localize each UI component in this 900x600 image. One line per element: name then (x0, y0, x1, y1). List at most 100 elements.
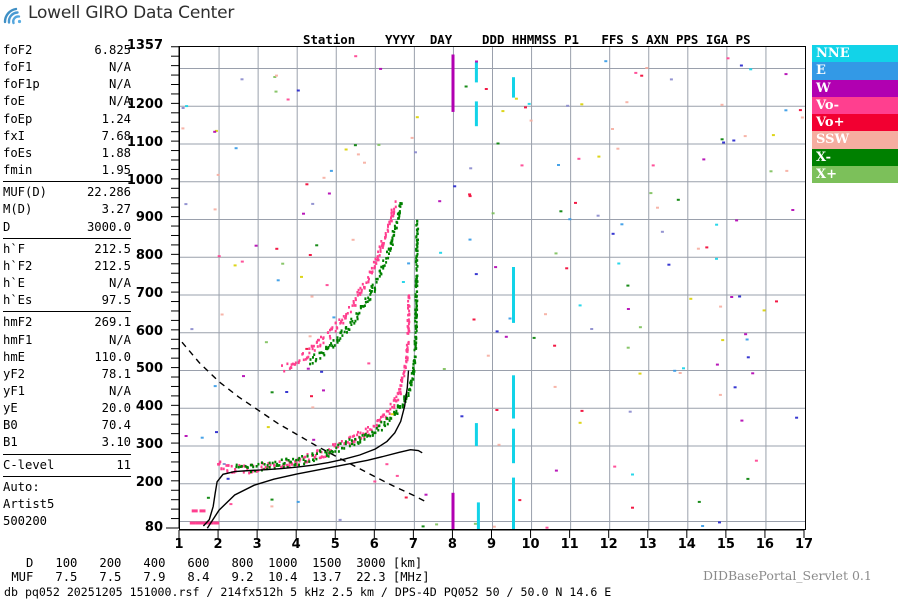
y-tick-80: 80 (144, 520, 163, 535)
param-value: 6.825 (94, 43, 131, 57)
param-value: 212.5 (94, 258, 131, 273)
auto-program: Artist5 (3, 496, 55, 511)
series-o-trace-second-hop-vo- (281, 200, 397, 373)
param-row-yE: yE 20.0 (3, 400, 131, 417)
param-value: 11 (116, 457, 131, 472)
param-value: 269.1 (94, 315, 131, 330)
x-tick-10: 10 (521, 537, 540, 552)
y-tick-1100: 1100 (126, 135, 163, 150)
param-value: 20.0 (101, 401, 131, 416)
legend-item-nne[interactable]: NNE (812, 45, 898, 63)
param-key: foF2 (3, 43, 33, 57)
overlay-muf-3000-dashed-curve (181, 341, 427, 503)
series-x-trace-second-hop-x- (309, 202, 403, 366)
legend-item-ssw[interactable]: SSW (812, 131, 898, 149)
param-value: N/A (108, 94, 131, 109)
param-group-divider (3, 181, 131, 183)
x-tick-7: 7 (408, 537, 418, 552)
param-key: h`F2 (3, 258, 33, 273)
param-value: 97.5 (101, 293, 131, 308)
background-noise (181, 55, 804, 529)
param-key: foEp (3, 111, 33, 126)
station-header-columns: Station YYYY DAY DDD HHMMSS P1 FFS S AXN… (303, 32, 751, 47)
param-key: B1 (3, 435, 18, 450)
param-value: N/A (108, 383, 131, 398)
param-key: MUF(D) (3, 185, 48, 200)
x-tick-14: 14 (677, 537, 696, 552)
param-row-fxI: fxI 7.68 (3, 128, 131, 145)
x-tick-2: 2 (213, 537, 223, 552)
y-tick-1357: 1357 (126, 38, 163, 53)
param-row-hE: h`E N/A (3, 275, 131, 292)
param-row-hmF2: hmF2 269.1 (3, 314, 131, 331)
legend-item-e[interactable]: E (812, 62, 898, 80)
param-value: 3.27 (101, 202, 131, 217)
param-row-MUFD: MUF(D) 22.286 (3, 184, 131, 201)
y-tick-800: 800 (135, 248, 163, 264)
x-tick-13: 13 (638, 537, 657, 552)
muf-table: D 100 200 400 600 800 1000 1500 3000 [km… (4, 556, 429, 584)
legend-item-x[interactable]: X- (812, 148, 898, 167)
series-x-trace-f-layer-x- (235, 219, 420, 474)
x-tick-6: 6 (369, 537, 379, 552)
y-axis-tick-marks (166, 46, 180, 529)
series-interference-spikes-nne- (474, 62, 515, 529)
y-tick-600: 600 (135, 323, 163, 339)
x-tick-17: 17 (794, 537, 814, 552)
mode-legend[interactable]: NNE E W Vo- Vo+ SSW X- X+ (812, 45, 898, 184)
param-key: C-level (3, 457, 55, 472)
param-key: fmin (3, 163, 33, 178)
param-value: 70.4 (101, 418, 131, 433)
y-tick-1200: 1200 (126, 97, 163, 113)
param-key: h`F (3, 241, 26, 256)
param-row-yF1: yF1 N/A (3, 383, 131, 400)
param-key: foEs (3, 145, 33, 160)
legend-item-vo[interactable]: Vo- (812, 96, 898, 115)
y-tick-400: 400 (135, 399, 163, 415)
y-tick-900: 900 (135, 210, 163, 226)
param-row-foF1p: foF1p N/A (3, 76, 131, 93)
x-tick-9: 9 (486, 537, 497, 552)
param-value: 78.1 (101, 366, 131, 381)
param-key: D (3, 219, 11, 234)
param-group-divider (3, 453, 131, 455)
param-row-B0: B0 70.4 (3, 417, 131, 434)
y-tick-500: 500 (135, 361, 163, 377)
param-value: 110.0 (94, 349, 131, 364)
param-key: hmF1 (3, 332, 33, 347)
series-o-trace-f-layer-vo- (217, 294, 411, 475)
param-value: 3.10 (101, 435, 131, 450)
param-row-fmin: fmin 1.95 (3, 162, 131, 179)
param-value: 1.88 (101, 145, 131, 160)
param-key: B0 (3, 418, 18, 433)
param-value: 1.24 (101, 111, 131, 126)
param-key: M(D) (3, 202, 33, 217)
x-tick-15: 15 (716, 537, 735, 552)
auto-scaler-block: Auto: Artist5 500200 (3, 479, 131, 530)
x-tick-12: 12 (599, 537, 618, 552)
param-row-foF2: foF2 6.825 (3, 42, 131, 59)
param-key: h`E (3, 276, 26, 291)
param-key: yF1 (3, 383, 26, 398)
param-value: N/A (108, 60, 131, 75)
x-tick-4: 4 (291, 537, 301, 552)
param-group-divider (3, 311, 131, 313)
x-tick-5: 5 (330, 537, 340, 552)
x-tick-8: 8 (447, 537, 457, 552)
auto-code: 500200 (3, 514, 48, 529)
param-value: 22.286 (86, 185, 131, 200)
giro-wifi-arc-icon (3, 6, 27, 26)
giro-title: Lowell GIRO Data Center (28, 3, 235, 23)
param-row-foF1: foF1 N/A (3, 59, 131, 76)
param-key: foF1 (3, 60, 33, 75)
legend-item-w[interactable]: W (812, 79, 898, 97)
param-value: N/A (108, 77, 131, 92)
param-value: 3000.0 (86, 219, 131, 234)
param-key: fxI (3, 128, 26, 143)
plot-data-layer (181, 54, 804, 529)
param-row-D: D 3000.0 (3, 219, 131, 236)
legend-item-vo[interactable]: Vo+ (812, 114, 898, 132)
y-tick-1000: 1000 (126, 172, 163, 188)
legend-item-x[interactable]: X+ (812, 166, 898, 184)
ionogram-plot[interactable] (179, 46, 806, 530)
